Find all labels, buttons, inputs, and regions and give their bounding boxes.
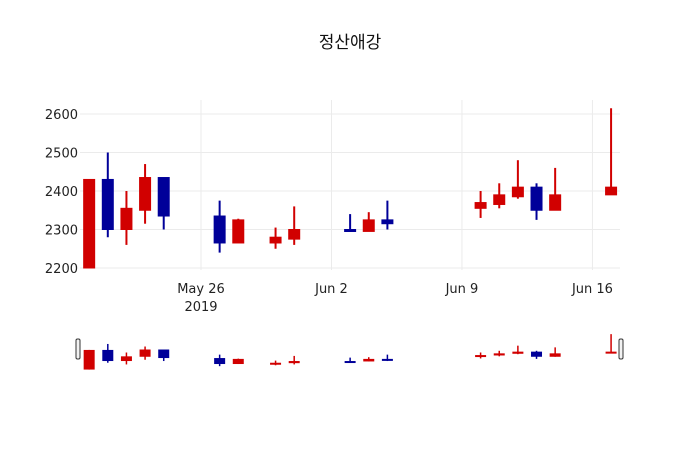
candle-2019-05-21[interactable] xyxy=(101,152,114,238)
candle-2019-05-22[interactable] xyxy=(120,191,133,245)
candle-2019-05-30[interactable] xyxy=(269,227,282,249)
range-slider-right-handle[interactable] xyxy=(618,338,624,360)
y-tick-label: 2300 xyxy=(45,224,78,239)
slider-candle xyxy=(120,352,132,365)
x-axis: May 26 2019 Jun 2 Jun 9 Jun 16 xyxy=(177,282,613,315)
candle-2019-06-13[interactable] xyxy=(530,183,543,220)
slider-candle xyxy=(232,358,244,365)
candle-2019-06-04[interactable] xyxy=(362,212,375,232)
slider-candle xyxy=(83,349,95,370)
slider-candle xyxy=(214,354,226,367)
y-tick-label: 2600 xyxy=(45,108,78,123)
candle-2019-06-10[interactable] xyxy=(474,191,487,218)
slider-candle xyxy=(381,354,393,362)
slider-candle xyxy=(158,349,170,362)
x-tick-year-label: 2019 xyxy=(184,300,217,315)
slider-candle xyxy=(270,360,282,366)
slider-candle xyxy=(139,346,151,360)
candle-2019-05-28[interactable] xyxy=(232,218,245,244)
y-tick-label: 2400 xyxy=(45,185,78,200)
candles[interactable] xyxy=(83,108,618,269)
slider-candle xyxy=(605,334,617,354)
candle-2019-06-17[interactable] xyxy=(605,108,618,196)
candle-2019-05-23[interactable] xyxy=(139,164,152,224)
slider-candle xyxy=(288,355,300,365)
candle-2019-05-27[interactable] xyxy=(213,200,226,253)
candle-2019-06-05[interactable] xyxy=(381,200,394,230)
candle-2019-05-20[interactable] xyxy=(83,178,96,269)
candle-2019-05-24[interactable] xyxy=(157,177,170,230)
slider-candle xyxy=(344,357,356,364)
candle-2019-06-11[interactable] xyxy=(493,183,506,209)
range-slider-left-handle[interactable] xyxy=(75,338,81,360)
candle-2019-05-31[interactable] xyxy=(288,206,301,245)
candle-2019-06-12[interactable] xyxy=(511,160,524,199)
slider-candle xyxy=(363,357,375,362)
slider-candle xyxy=(531,350,543,359)
chart-title: 정산애강 xyxy=(318,33,382,53)
y-axis: 2200 2300 2400 2500 2600 xyxy=(45,108,78,277)
slider-candle xyxy=(549,347,561,357)
candle-2019-06-03[interactable] xyxy=(344,214,357,232)
candle-2019-06-14[interactable] xyxy=(549,167,562,211)
y-tick-label: 2200 xyxy=(45,262,78,277)
x-tick-label: May 26 xyxy=(177,282,225,297)
slider-candle xyxy=(512,345,524,355)
x-tick-label: Jun 16 xyxy=(571,282,613,297)
y-tick-label: 2500 xyxy=(45,147,78,162)
range-slider[interactable] xyxy=(75,334,624,370)
x-tick-label: Jun 2 xyxy=(314,282,348,297)
slider-candle xyxy=(475,352,487,359)
slider-candle xyxy=(102,343,114,363)
slider-candle xyxy=(493,350,505,357)
x-tick-label: Jun 9 xyxy=(445,282,479,297)
